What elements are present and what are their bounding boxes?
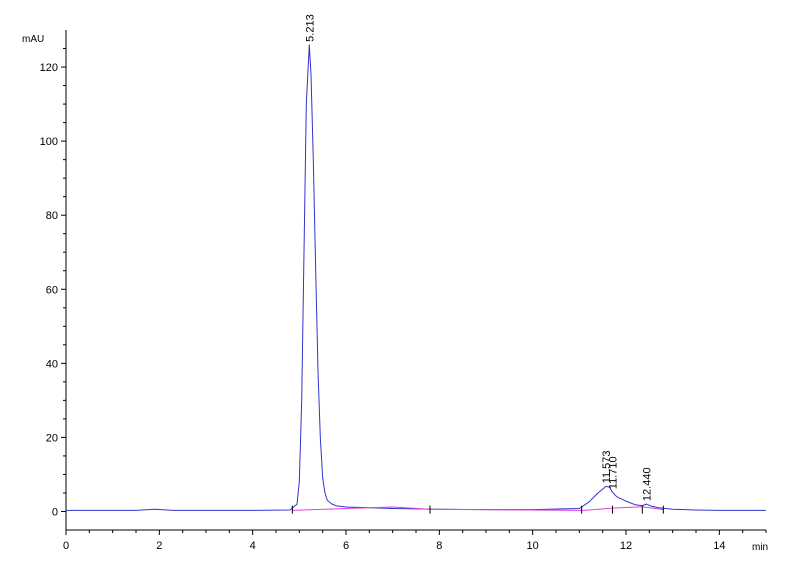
x-tick-label: 12 — [620, 540, 632, 552]
peak-label: 12.440 — [642, 467, 654, 501]
y-tick-label: 60 — [46, 284, 58, 296]
x-tick-label: 4 — [250, 540, 256, 552]
signal-trace — [66, 44, 766, 511]
x-tick-label: 2 — [156, 540, 162, 552]
peak-label: 5.213 — [304, 14, 316, 42]
baseline-trace — [292, 506, 664, 511]
y-tick-label: 80 — [46, 210, 58, 222]
y-axis-unit-label: mAU — [22, 34, 44, 45]
x-tick-label: 8 — [436, 540, 442, 552]
y-tick-label: 100 — [40, 136, 58, 148]
x-tick-label: 10 — [527, 540, 539, 552]
x-tick-label: 6 — [343, 540, 349, 552]
x-tick-label: 0 — [63, 540, 69, 552]
y-tick-label: 20 — [46, 432, 58, 444]
peak-label: 11.573 — [601, 450, 613, 483]
x-tick-label: 14 — [713, 540, 725, 552]
peak-label: 11.710 — [607, 456, 619, 489]
x-axis-unit-label: min — [752, 542, 768, 553]
y-tick-label: 0 — [52, 506, 58, 518]
y-tick-label: 40 — [46, 358, 58, 370]
y-tick-label: 120 — [40, 62, 58, 74]
